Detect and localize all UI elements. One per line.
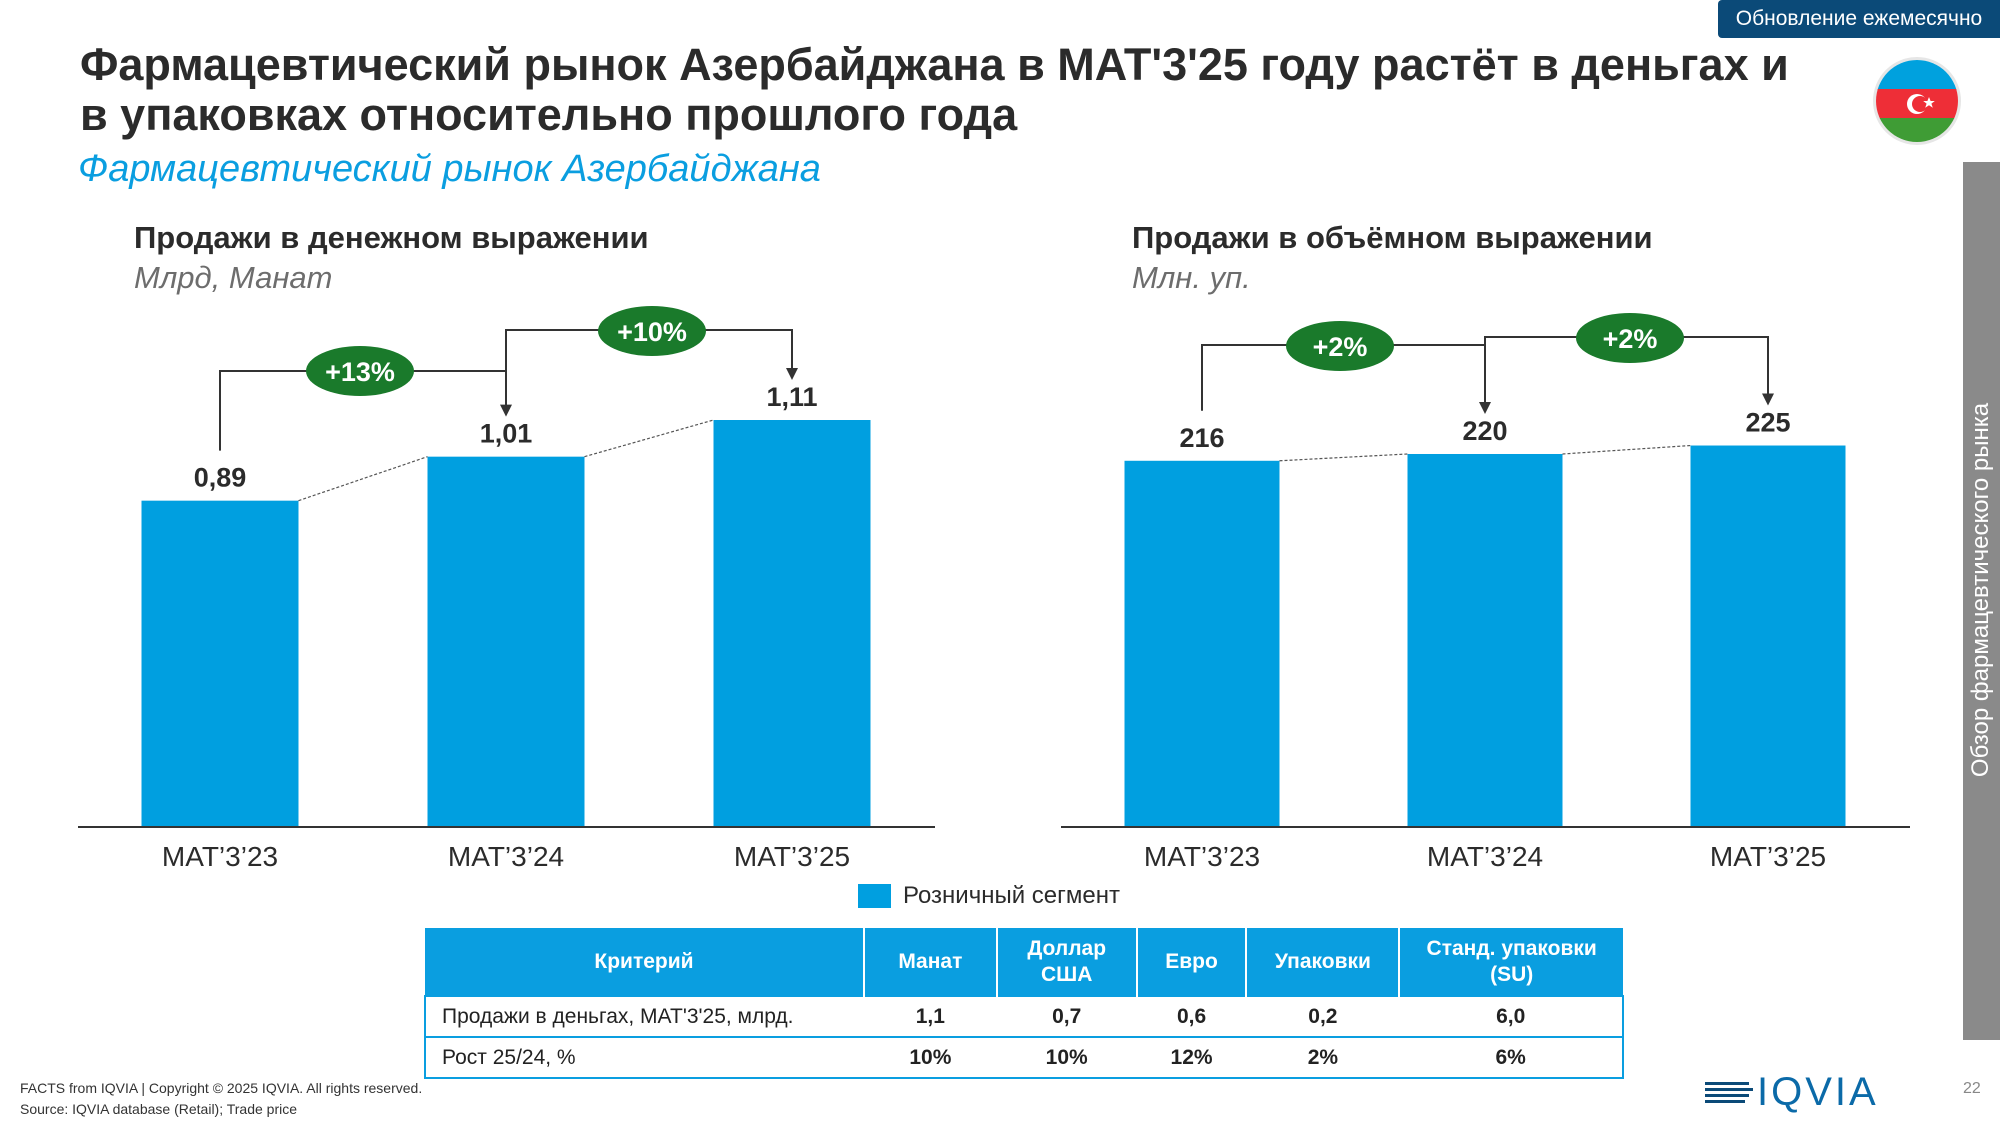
bar-charts: 0,89 MAT’3’23 1,01 MAT’3’24 1,11 MAT’3’25 +13%… <box>78 306 1910 872</box>
copyright-text: FACTS from IQVIA | Copyright © 2025 IQVI… <box>20 1080 423 1096</box>
growth-arrowhead-0-1 <box>786 368 798 380</box>
data-label-1-1: 220 <box>1462 416 1507 446</box>
x-tick-label-0-2: MAT’3’25 <box>734 841 850 872</box>
bar-0-2 <box>713 420 871 827</box>
x-tick-label-0-1: MAT’3’24 <box>448 841 564 872</box>
footer: FACTS from IQVIA | Copyright © 2025 IQVI… <box>20 1078 422 1120</box>
growth-label-0-0: +13% <box>325 357 395 387</box>
table-header-cell: Доллар США <box>996 928 1138 996</box>
page-title: Фармацевтический рынок Азербайджана в MA… <box>80 39 1789 140</box>
table-header-cell: Упаковки <box>1246 928 1401 996</box>
bar-1-0 <box>1124 460 1280 827</box>
logo-text: IQVIA <box>1757 1070 1879 1114</box>
legend: Розничный сегмент <box>858 882 1120 910</box>
source-text: Source: IQVIA database (Retail); Trade p… <box>20 1101 298 1117</box>
legend-swatch <box>858 884 891 908</box>
trend-connector-0-1 <box>584 419 714 458</box>
bar-0-1 <box>427 456 585 827</box>
x-tick-label-0-0: MAT’3’23 <box>162 841 278 872</box>
data-label-0-1: 1,01 <box>480 419 533 449</box>
logo-lines-icon <box>1705 1082 1753 1103</box>
page-subtitle: Фармацевтический рынок Азербайджана <box>78 148 821 190</box>
page-number: 22 <box>1963 1080 1981 1097</box>
x-tick-label-1-0: MAT’3’23 <box>1144 841 1260 872</box>
trend-connector-0-0 <box>298 456 428 502</box>
table-cell: 12% <box>1136 1036 1247 1079</box>
update-frequency-badge: Обновление ежемесячно <box>1718 0 2000 38</box>
table-cell: 1,1 <box>863 995 997 1038</box>
growth-badge-1-0 <box>1286 321 1394 371</box>
table-cell: 10% <box>863 1036 997 1079</box>
table-cell: Рост 25/24, % <box>424 1036 864 1079</box>
bar-1-1 <box>1407 453 1563 827</box>
growth-arrowhead-0-0 <box>500 404 512 417</box>
growth-label-0-1: +10% <box>617 317 687 347</box>
table-header-cell: Критерий <box>425 928 865 996</box>
growth-label-1-1: +2% <box>1603 324 1658 354</box>
growth-label-1-0: +2% <box>1313 332 1368 362</box>
table-row: Рост 25/24, % 10% 10% 12% 2% 6% <box>424 1036 1624 1079</box>
growth-badge-0-1 <box>598 306 706 356</box>
table-cell: Продажи в деньгах, MAT'3'25, млрд. <box>424 995 864 1038</box>
data-label-0-0: 0,89 <box>194 463 247 493</box>
trend-connector-1-0 <box>1279 453 1408 462</box>
table-cell: 6,0 <box>1399 995 1624 1038</box>
table-header-cell: Манат <box>863 928 998 996</box>
table-header-row: Критерий Манат Доллар США Евро Упаковки … <box>425 928 1623 996</box>
x-tick-label-1-2: MAT’3’25 <box>1710 841 1826 872</box>
table-cell: 6% <box>1399 1036 1624 1079</box>
growth-badge-0-0 <box>306 346 414 396</box>
volume-chart-unit: Млн. уп. <box>1132 260 1251 295</box>
table-header-cell: Станд. упаковки (SU) <box>1399 928 1623 996</box>
table-cell: 2% <box>1246 1036 1400 1079</box>
table-row: Продажи в деньгах, MAT'3'25, млрд. 1,1 0… <box>424 995 1624 1038</box>
data-label-0-2: 1,11 <box>766 382 817 412</box>
side-tab <box>1963 162 2000 1040</box>
volume-chart-title: Продажи в объёмном выражении <box>1132 220 1653 255</box>
summary-table: Критерий Манат Доллар США Евро Упаковки … <box>424 928 1624 1079</box>
data-label-1-0: 216 <box>1179 423 1224 453</box>
data-label-1-2: 225 <box>1745 408 1790 438</box>
table-cell: 0,2 <box>1246 995 1400 1038</box>
bar-0-0 <box>141 500 299 827</box>
table-cell: 0,6 <box>1136 995 1247 1038</box>
legend-label: Розничный сегмент <box>903 882 1120 909</box>
money-chart-title: Продажи в денежном выражении <box>134 220 649 255</box>
table-cell: 0,7 <box>996 995 1137 1038</box>
table-header-cell: Евро <box>1136 928 1248 996</box>
iqvia-logo: IQVIA <box>1705 1070 1879 1115</box>
money-chart-unit: Млрд, Манат <box>134 260 333 295</box>
x-tick-label-1-1: MAT’3’24 <box>1427 841 1543 872</box>
growth-arrowhead-1-0 <box>1479 401 1491 414</box>
growth-arrowhead-1-1 <box>1762 393 1774 406</box>
table-cell: 10% <box>996 1036 1137 1079</box>
trend-connector-1-1 <box>1562 444 1691 455</box>
growth-badge-1-1 <box>1576 313 1684 363</box>
bar-1-2 <box>1690 445 1846 827</box>
